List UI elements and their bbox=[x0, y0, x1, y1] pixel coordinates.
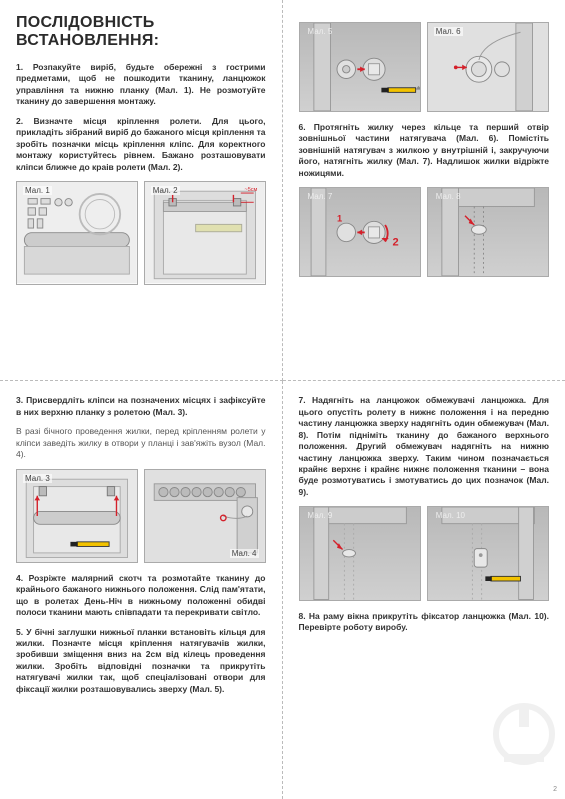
figure-8: Мал. 8 bbox=[427, 187, 549, 277]
fig5-svg bbox=[300, 23, 420, 111]
fig-row-1-2: Мал. 1 Мал. 2 bbox=[16, 181, 266, 284]
fig3-label: Мал. 3 bbox=[23, 474, 52, 483]
step-2-text: 2. Визначте місця кріплення ролети. Для … bbox=[16, 116, 266, 173]
fig6-label: Мал. 6 bbox=[434, 27, 463, 36]
fig-row-3-4: Мал. 3 Мал. 4 bbox=[16, 469, 266, 563]
fig2-label: Мал. 2 bbox=[151, 186, 180, 195]
fig7-svg: 1 2 bbox=[300, 188, 420, 276]
quadrant-bottom-right: 7. Надягніть на ланцюжок обмежувачі ланц… bbox=[283, 381, 565, 799]
quadrant-top-left: ПОСЛІДОВНІСТЬ ВСТАНОВЛЕННЯ: 1. Розпакуйт… bbox=[0, 0, 283, 381]
step-7-text: 7. Надягніть на ланцюжок обмежувачі ланц… bbox=[299, 395, 550, 498]
fig3-svg bbox=[17, 470, 137, 562]
fig6-svg bbox=[428, 23, 548, 111]
watermark-icon bbox=[489, 699, 559, 769]
fig-row-9-10: Мал. 9 Мал. 10 bbox=[299, 506, 550, 601]
figure-5: Мал. 5 bbox=[299, 22, 421, 112]
fig9-label: Мал. 9 bbox=[306, 511, 335, 520]
step-3b-text: В разі бічного проведення жилки, перед к… bbox=[16, 426, 266, 460]
fig8-svg bbox=[428, 188, 548, 276]
fig7-label: Мал. 7 bbox=[306, 192, 335, 201]
fig1-svg bbox=[17, 182, 137, 283]
figure-3: Мал. 3 bbox=[16, 469, 138, 563]
fig2-svg: ~5см bbox=[145, 182, 265, 283]
page-grid: ПОСЛІДОВНІСТЬ ВСТАНОВЛЕННЯ: 1. Розпакуйт… bbox=[0, 0, 565, 799]
figure-10: Мал. 10 bbox=[427, 506, 549, 601]
figure-7: Мал. 7 1 2 bbox=[299, 187, 421, 277]
fig9-svg bbox=[300, 507, 420, 600]
step-8-text: 8. На раму вікна прикрутіть фіксатор лан… bbox=[299, 611, 550, 634]
figure-6: Мал. 6 bbox=[427, 22, 549, 112]
figure-4: Мал. 4 bbox=[144, 469, 266, 563]
svg-text:1: 1 bbox=[337, 214, 342, 224]
fig8-label: Мал. 8 bbox=[434, 192, 463, 201]
figure-2: Мал. 2 ~5см bbox=[144, 181, 266, 284]
step-6-text: 6. Протягніть жилку через кільце та перш… bbox=[299, 122, 550, 179]
fig4-label: Мал. 4 bbox=[230, 549, 259, 558]
step-5-text: 5. У бічні заглушки нижньої планки встан… bbox=[16, 627, 266, 696]
fig1-label: Мал. 1 bbox=[23, 186, 52, 195]
svg-text:2: 2 bbox=[392, 237, 398, 249]
step-4-text: 4. Розріжте малярний скотч та розмотайте… bbox=[16, 573, 266, 619]
page-number: 2 bbox=[553, 786, 557, 793]
fig5-label: Мал. 5 bbox=[306, 27, 335, 36]
fig10-svg bbox=[428, 507, 548, 600]
figure-9: Мал. 9 bbox=[299, 506, 421, 601]
step-1-text: 1. Розпакуйте виріб, будьте обережні з г… bbox=[16, 62, 266, 108]
figure-1: Мал. 1 bbox=[16, 181, 138, 284]
step-3a-text: 3. Присвердліть кліпси на позначених міс… bbox=[16, 395, 266, 418]
fig-row-5-6: Мал. 5 Мал. 6 bbox=[299, 22, 550, 112]
main-title: ПОСЛІДОВНІСТЬ ВСТАНОВЛЕННЯ: bbox=[16, 14, 266, 50]
dist-5cm-label: ~5см bbox=[244, 187, 257, 193]
fig-row-7-8: Мал. 7 1 2 Мал. 8 bbox=[299, 187, 550, 277]
fig10-label: Мал. 10 bbox=[434, 511, 467, 520]
quadrant-bottom-left: 3. Присвердліть кліпси на позначених міс… bbox=[0, 381, 283, 799]
quadrant-top-right: Мал. 5 Мал. 6 bbox=[283, 0, 565, 381]
